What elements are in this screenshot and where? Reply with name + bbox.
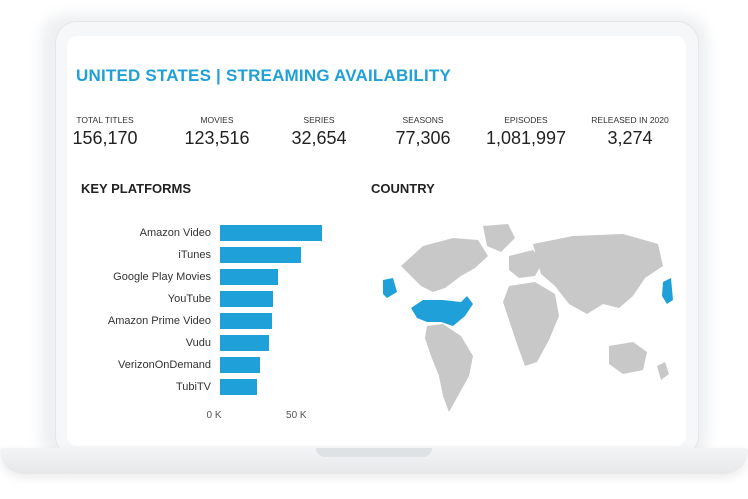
kpi-released-2020: RELEASED IN 2020 3,274	[591, 115, 668, 149]
world-map[interactable]	[383, 216, 673, 416]
platforms-title: KEY PLATFORMS	[81, 181, 192, 196]
map-highlight-usa[interactable]	[411, 296, 473, 326]
kpi-label: SERIES	[303, 115, 335, 125]
map-land	[609, 342, 647, 374]
map-land	[401, 238, 488, 292]
bar-label: Amazon Prime Video	[107, 315, 211, 327]
bar-google-play-movies[interactable]	[220, 269, 278, 285]
bar-youtube[interactable]	[220, 291, 273, 307]
bar-tubitv[interactable]	[220, 379, 258, 395]
map-land	[503, 282, 559, 366]
bar-amazon-video[interactable]	[220, 225, 323, 241]
kpi-total-titles: TOTAL TITLES 156,170	[72, 115, 137, 149]
bar-label: Amazon Video	[139, 227, 211, 239]
kpi-value: 77,306	[395, 128, 451, 148]
kpi-movies: MOVIES 123,516	[184, 115, 249, 149]
map-land	[425, 324, 473, 412]
bar-verizonondemand[interactable]	[220, 357, 261, 373]
bar-label: Google Play Movies	[113, 271, 211, 283]
map-land	[509, 250, 543, 278]
laptop-notch	[316, 448, 432, 457]
kpi-value: 123,516	[184, 128, 250, 148]
bar-label: Vudu	[185, 337, 211, 349]
x-tick-label: 0 K	[206, 410, 222, 421]
bar-label: iTunes	[178, 249, 211, 261]
dashboard-screen: UNITED STATES | STREAMING AVAILABILITY T…	[67, 36, 686, 446]
map-highlight-alaska[interactable]	[383, 278, 397, 298]
country-title: COUNTRY	[371, 181, 435, 196]
dashboard-title: UNITED STATES | STREAMING AVAILABILITY	[76, 66, 452, 85]
kpi-series: SERIES 32,654	[291, 115, 346, 149]
kpi-episodes: EPISODES 1,081,997	[486, 115, 566, 149]
kpi-value: 156,170	[72, 128, 138, 148]
kpi-value: 1,081,997	[485, 128, 567, 148]
kpi-seasons: SEASONS 77,306	[395, 115, 450, 149]
x-tick-label: 50 K	[286, 410, 307, 421]
map-land	[533, 234, 663, 314]
kpi-label: TOTAL TITLES	[76, 115, 134, 125]
kpi-label: MOVIES	[200, 115, 234, 125]
map-land	[657, 362, 669, 380]
bar-label: VerizonOnDemand	[118, 359, 211, 371]
kpi-label: RELEASED IN 2020	[591, 115, 669, 125]
bar-label: TubiTV	[175, 381, 211, 393]
kpi-value: 3,274	[607, 128, 653, 148]
bar-label: YouTube	[167, 293, 211, 305]
map-land	[483, 224, 515, 252]
bar-vudu[interactable]	[220, 335, 269, 351]
kpi-value: 32,654	[291, 128, 347, 148]
map-highlight-far-east[interactable]	[662, 278, 673, 304]
kpi-label: EPISODES	[504, 115, 548, 125]
bar-amazon-prime-video[interactable]	[220, 313, 272, 329]
kpi-label: SEASONS	[402, 115, 444, 125]
bar-itunes[interactable]	[220, 247, 301, 263]
